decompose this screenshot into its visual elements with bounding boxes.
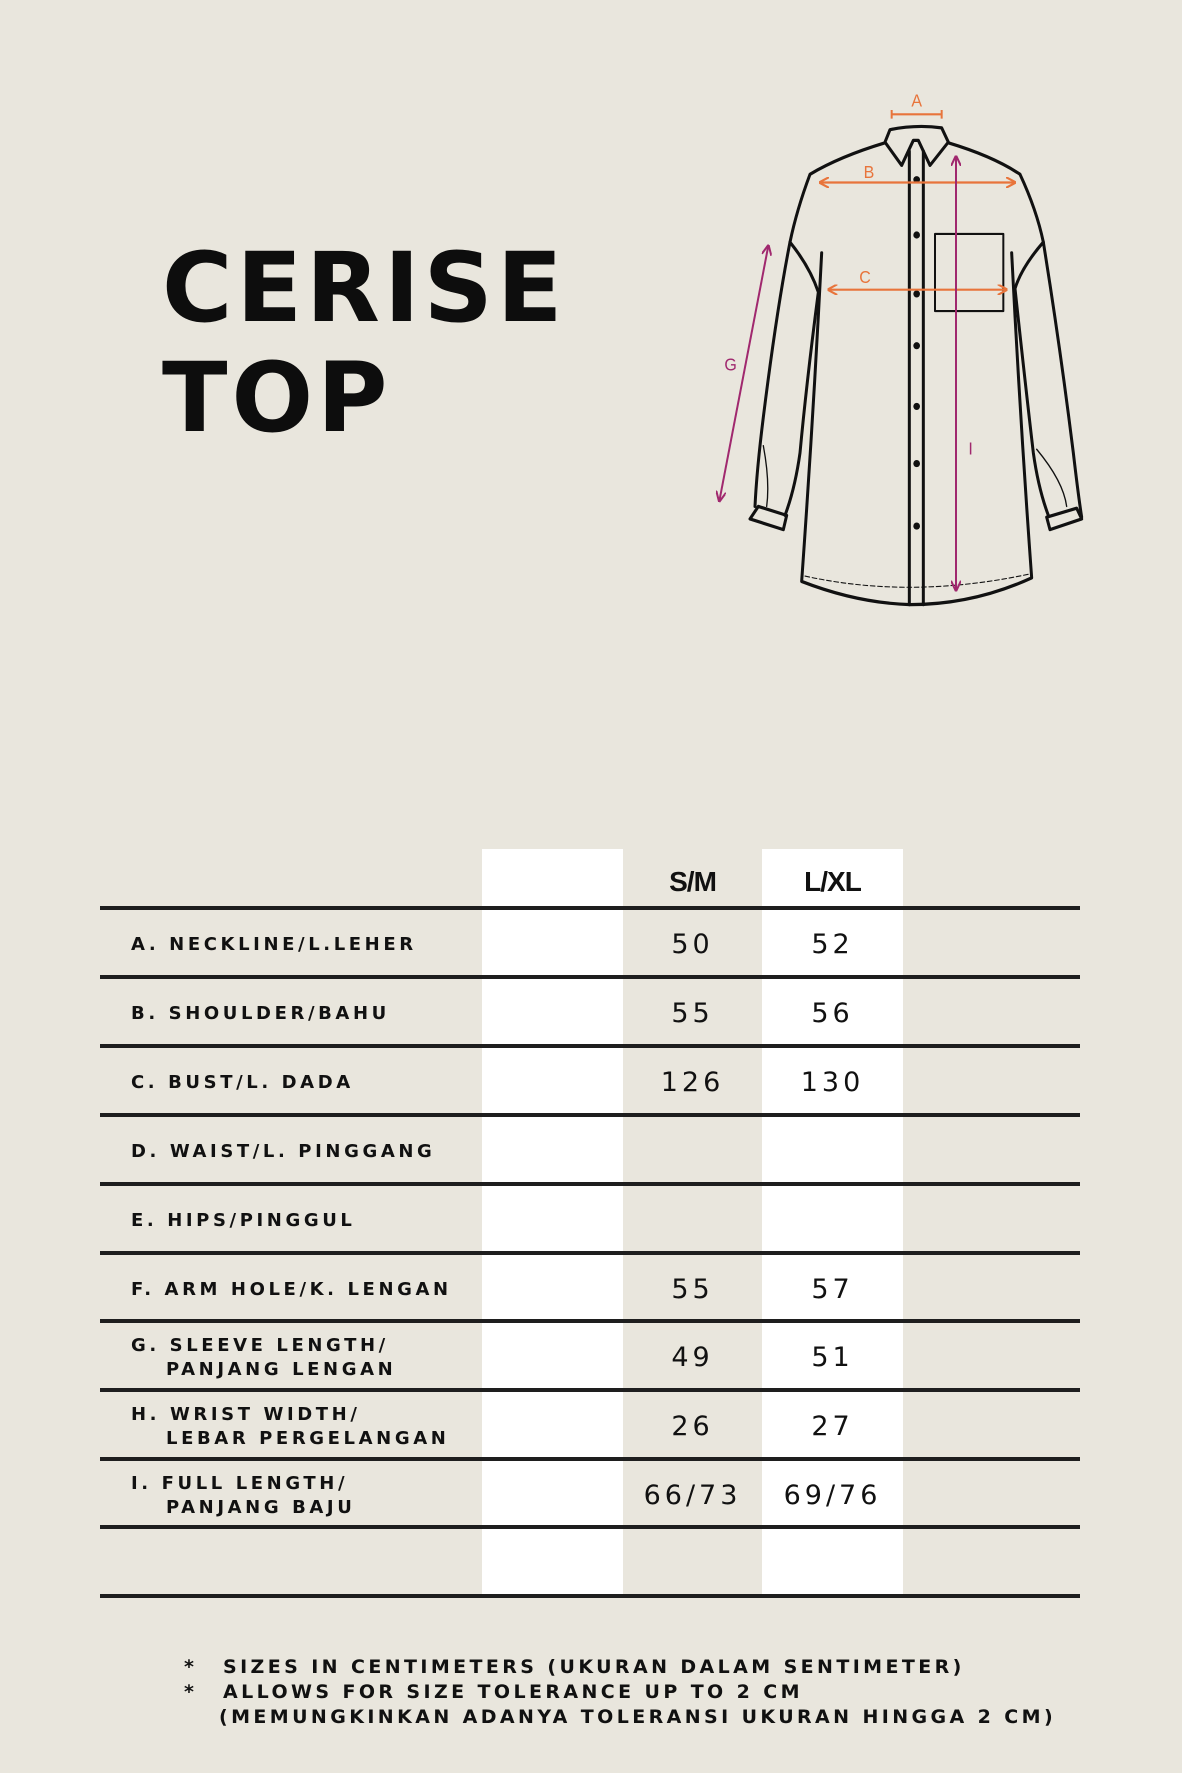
- table-divider: [100, 1044, 1080, 1048]
- table-row: H. WRIST WIDTH/LEBAR PERGELANGAN 26 27: [100, 1392, 1080, 1461]
- footnote: (MEMUNGKINKAN ADANYA TOLERANSI UKURAN HI…: [219, 1706, 1057, 1728]
- value-sm: 55: [671, 998, 714, 1029]
- measure-a-line: [890, 110, 943, 119]
- table-row: G. SLEEVE LENGTH/PANJANG LENGAN 49 51: [100, 1323, 1080, 1392]
- row-label-line: B. SHOULDER/BAHU: [131, 1002, 390, 1024]
- value-sm: 126: [660, 1067, 725, 1098]
- table-row: F. ARM HOLE/K. LENGAN 55 57: [100, 1255, 1080, 1324]
- value-lxl: 52: [811, 929, 854, 960]
- value-lxl: 56: [811, 998, 854, 1029]
- row-label: E. HIPS/PINGGUL: [131, 1186, 355, 1255]
- table-divider: [100, 1457, 1080, 1461]
- value-sm: 26: [671, 1411, 714, 1442]
- header-lxl: L/XL: [804, 866, 862, 897]
- row-label: I. FULL LENGTH/PANJANG BAJU: [131, 1461, 355, 1530]
- row-label-line: G. SLEEVE LENGTH/: [131, 1334, 389, 1356]
- value-lxl: 57: [811, 1274, 854, 1305]
- table-column-band: [482, 849, 623, 1596]
- measure-g-arrow: [719, 246, 768, 501]
- row-label-line: H. WRIST WIDTH/: [131, 1403, 361, 1425]
- table-divider: [100, 906, 1080, 910]
- label-a: A: [911, 91, 923, 111]
- table-row: B. SHOULDER/BAHU 55 56: [100, 979, 1080, 1048]
- row-label-line: LEBAR PERGELANGAN: [166, 1427, 450, 1449]
- row-label-line: PANJANG LENGAN: [166, 1358, 397, 1380]
- value-sm: 55: [671, 1274, 714, 1305]
- table-divider: [100, 1113, 1080, 1117]
- value-sm: 49: [671, 1342, 714, 1373]
- footnotes: * SIZES IN CENTIMETERS (UKURAN DALAM SENT…: [184, 1655, 1056, 1730]
- table-row: D. WAIST/L. PINGGANG: [100, 1117, 1080, 1186]
- value-sm: 50: [671, 929, 714, 960]
- value-lxl: [762, 1529, 903, 1598]
- row-label: A. NECKLINE/L.LEHER: [131, 910, 417, 979]
- row-label: D. WAIST/L. PINGGANG: [131, 1117, 435, 1186]
- value-sm: [622, 1186, 763, 1255]
- label-g: G: [724, 355, 736, 375]
- value-lxl: [762, 1186, 903, 1255]
- table-row: E. HIPS/PINGGUL: [100, 1186, 1080, 1255]
- value-lxl: [762, 1117, 903, 1186]
- row-label-line: D. WAIST/L. PINGGANG: [131, 1140, 436, 1162]
- table-divider: [100, 1594, 1080, 1598]
- product-title-line-2: TOP: [162, 342, 392, 454]
- table-row: A. NECKLINE/L.LEHER 50 52: [100, 910, 1080, 979]
- row-label-line: A. NECKLINE/L.LEHER: [131, 933, 417, 955]
- label-i: I: [968, 439, 972, 459]
- row-label-line: PANJANG BAJU: [166, 1496, 356, 1518]
- shirt-measurement-diagram: A B C I G: [700, 91, 1084, 607]
- value-lxl: 51: [811, 1342, 854, 1373]
- footnote: * ALLOWS FOR SIZE TOLERANCE UP TO 2 CM: [184, 1681, 803, 1703]
- footnote: * SIZES IN CENTIMETERS (UKURAN DALAM SENT…: [184, 1656, 965, 1678]
- table-divider: [100, 1388, 1080, 1392]
- row-label: G. SLEEVE LENGTH/PANJANG LENGAN: [131, 1323, 396, 1392]
- value-lxl: 130: [800, 1067, 865, 1098]
- table-row: C. BUST/L. DADA 126 130: [100, 1048, 1080, 1117]
- row-label-line: I. FULL LENGTH/: [131, 1472, 349, 1494]
- table-divider: [100, 975, 1080, 979]
- row-label-line: E. HIPS/PINGGUL: [131, 1209, 356, 1231]
- table-divider: [100, 1182, 1080, 1186]
- header-sm: S/M: [669, 866, 717, 897]
- table-divider: [100, 1525, 1080, 1529]
- label-b: B: [864, 162, 875, 182]
- value-sm: [622, 1529, 763, 1598]
- table-column-band: [762, 849, 903, 1596]
- row-label-line: C. BUST/L. DADA: [131, 1071, 354, 1093]
- product-title-line-1: CERISE: [162, 232, 567, 344]
- row-label-line: F. ARM HOLE/K. LENGAN: [131, 1278, 452, 1300]
- row-label: H. WRIST WIDTH/LEBAR PERGELANGAN: [131, 1392, 449, 1461]
- row-label: B. SHOULDER/BAHU: [131, 979, 390, 1048]
- shirt-buttons: [913, 176, 920, 530]
- table-row: [100, 1529, 1080, 1598]
- label-c: C: [859, 268, 871, 288]
- value-sm: [622, 1117, 763, 1186]
- value-sm: 66/73: [643, 1480, 742, 1511]
- row-label: F. ARM HOLE/K. LENGAN: [131, 1255, 452, 1324]
- value-lxl: 27: [811, 1411, 854, 1442]
- table-divider: [100, 1251, 1080, 1255]
- row-label: C. BUST/L. DADA: [131, 1048, 354, 1117]
- table-row: I. FULL LENGTH/PANJANG BAJU 66/73 69/76: [100, 1461, 1080, 1530]
- table-divider: [100, 1319, 1080, 1323]
- value-lxl: 69/76: [783, 1480, 882, 1511]
- shirt-outline: [748, 124, 1084, 607]
